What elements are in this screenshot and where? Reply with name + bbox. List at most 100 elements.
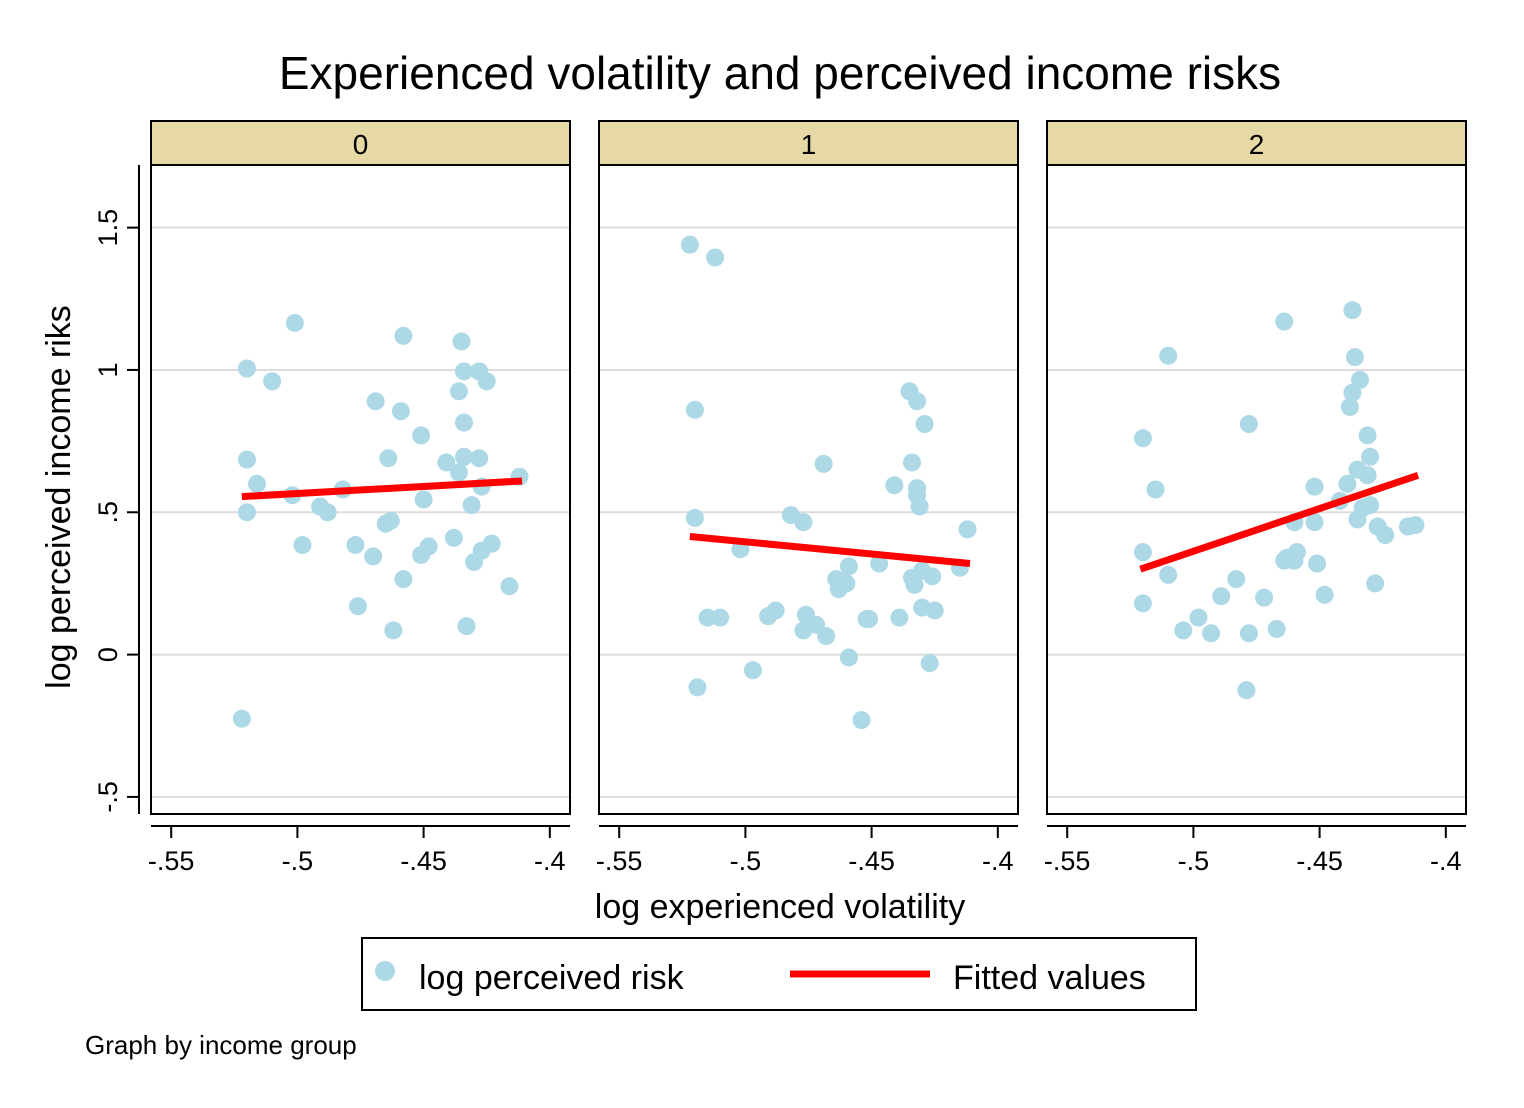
scatter-point [419, 537, 438, 556]
x-tick-label: -.4 [534, 846, 566, 876]
scatter-point [477, 372, 496, 391]
scatter-point [232, 709, 251, 728]
y-tick-label: 0 [93, 647, 123, 662]
scatter-point [414, 490, 433, 509]
scatter-point [743, 661, 762, 680]
x-tick-label: -.55 [596, 846, 643, 876]
scatter-point [394, 570, 413, 589]
scatter-point [454, 447, 473, 466]
scatter-point [391, 402, 410, 421]
scatter-point [885, 476, 904, 495]
scatter-point [925, 601, 944, 620]
panel-1: 1 -.55 -.5 -.45 -.4 [596, 120, 1019, 876]
graph-note: Graph by income group [85, 1030, 357, 1060]
scatter-point [237, 359, 256, 378]
scatter-point [839, 648, 858, 667]
scatter-point [318, 503, 337, 522]
scatter-point [902, 453, 921, 472]
scatter-point [860, 610, 879, 629]
scatter-point [452, 332, 471, 351]
scatter-point [379, 449, 398, 468]
scatter-point [766, 601, 785, 620]
scatter-point [437, 453, 456, 472]
plot-frame [150, 164, 571, 815]
panel-strip [150, 120, 571, 166]
scatter-point [837, 574, 856, 593]
scatter-point [449, 463, 468, 482]
scatter-point [394, 326, 413, 345]
panel-strip-label: 2 [1249, 129, 1265, 160]
scatter-point [1146, 480, 1165, 499]
x-tick-label: -.45 [400, 846, 447, 876]
scatter-point [910, 497, 929, 516]
scatter-point [1406, 516, 1425, 535]
scatter-point [1305, 477, 1324, 496]
panel-0: 0 -.55 -.5 -.45 -.4 -.5 0 .5 1 1.5 [93, 120, 571, 876]
panel-2: 2 -.55 -.5 -.45 -.4 [1044, 120, 1467, 876]
scatter-point [711, 608, 730, 627]
scatter-point [1340, 397, 1359, 416]
scatter-point [348, 597, 367, 616]
scatter-point [1338, 474, 1357, 493]
scatter-point [905, 575, 924, 594]
y-tick-label: 1.5 [93, 209, 123, 247]
x-tick-label: -.45 [848, 846, 895, 876]
x-tick-label: -.55 [1044, 846, 1091, 876]
scatter-point [1159, 565, 1178, 584]
scatter-point [1159, 346, 1178, 365]
scatter-point [457, 617, 476, 636]
scatter-point [920, 654, 939, 673]
scatter-point [470, 449, 489, 468]
scatter-point [706, 248, 725, 267]
scatter-point [412, 426, 431, 445]
legend-scatter-marker [375, 961, 395, 981]
scatter-point [1287, 543, 1306, 562]
scatter-point [1376, 526, 1395, 545]
fitted-line [1139, 471, 1420, 573]
scatter-point [1275, 312, 1294, 331]
scatter-point [1202, 624, 1221, 643]
scatter-point [1267, 619, 1286, 638]
scatter-point [293, 536, 312, 555]
scatter-point [698, 608, 717, 627]
scatter-point [1239, 415, 1258, 434]
scatter-point [1133, 543, 1152, 562]
scatter-point [958, 520, 977, 539]
scatter-point [1343, 301, 1362, 320]
plot-frame [598, 164, 1019, 815]
scatter-point [890, 608, 909, 627]
panel-strip [598, 120, 1019, 166]
x-tick-label: -.4 [1430, 846, 1462, 876]
plot-frame [1046, 164, 1467, 815]
x-tick-label: -.4 [982, 846, 1014, 876]
fitted-line [241, 477, 523, 501]
scatter-point [685, 400, 704, 419]
x-tick-label: -.5 [1178, 846, 1210, 876]
fitted-line [689, 532, 971, 567]
scatter-point [1358, 466, 1377, 485]
scatter-point [1358, 426, 1377, 445]
scatter-point [1361, 496, 1380, 515]
scatter-point [454, 413, 473, 432]
scatter-point [263, 372, 282, 391]
scatter-point [1255, 588, 1274, 607]
scatter-point [688, 678, 707, 697]
scatter-point [817, 627, 836, 646]
scatter-point [1174, 621, 1193, 640]
scatter-point [444, 528, 463, 547]
scatter-point [1189, 608, 1208, 627]
panel-strip-label: 1 [801, 129, 817, 160]
scatter-point [237, 503, 256, 522]
x-tick-label: -.55 [148, 846, 195, 876]
scatter-point [1305, 513, 1324, 532]
panel-strip-label: 0 [353, 129, 369, 160]
y-axis-title: log perceived income riks [40, 305, 78, 689]
panels: 0 -.55 -.5 -.45 -.4 -.5 0 .5 1 1.5 1 -.55 -.5 -.45 -.4… [93, 120, 1467, 876]
chart-title: Experienced volatility and perceived inc… [279, 47, 1281, 99]
scatter-point [366, 392, 385, 411]
scatter-point [1133, 429, 1152, 448]
scatter-point [839, 557, 858, 576]
scatter-point [1239, 624, 1258, 643]
scatter-point [1361, 447, 1380, 466]
scatter-point [1133, 594, 1152, 613]
